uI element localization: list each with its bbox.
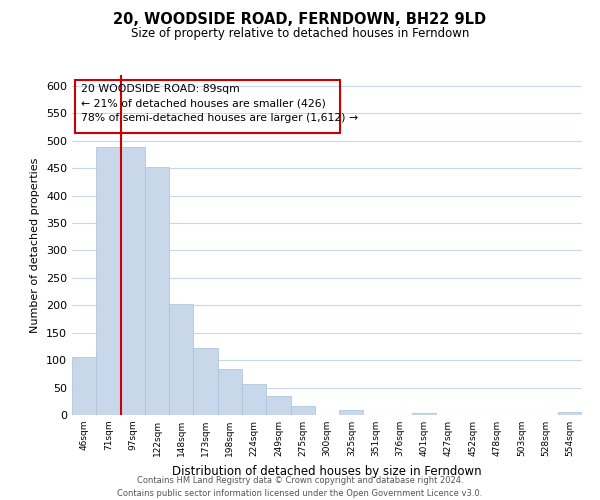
Bar: [266, 396, 290, 415]
Bar: [96, 148, 121, 415]
Text: Contains HM Land Registry data © Crown copyright and database right 2024.
Contai: Contains HM Land Registry data © Crown c…: [118, 476, 482, 498]
Bar: [72, 358, 96, 415]
Bar: [193, 348, 218, 415]
Bar: [290, 406, 315, 415]
Bar: [145, 167, 169, 415]
Text: Size of property relative to detached houses in Ferndown: Size of property relative to detached ho…: [131, 28, 469, 40]
Bar: [121, 148, 145, 415]
Bar: [558, 412, 582, 415]
Bar: [218, 370, 242, 415]
Bar: [169, 304, 193, 415]
Text: 20 WOODSIDE ROAD: 89sqm
← 21% of detached houses are smaller (426)
78% of semi-d: 20 WOODSIDE ROAD: 89sqm ← 21% of detache…: [80, 84, 358, 123]
X-axis label: Distribution of detached houses by size in Ferndown: Distribution of detached houses by size …: [172, 464, 482, 477]
Y-axis label: Number of detached properties: Number of detached properties: [31, 158, 40, 332]
Bar: [242, 384, 266, 415]
Bar: [412, 414, 436, 415]
Bar: [339, 410, 364, 415]
Text: 20, WOODSIDE ROAD, FERNDOWN, BH22 9LD: 20, WOODSIDE ROAD, FERNDOWN, BH22 9LD: [113, 12, 487, 28]
